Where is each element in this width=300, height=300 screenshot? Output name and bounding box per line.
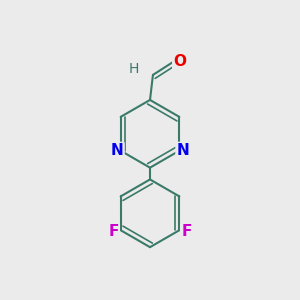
Text: N: N (110, 143, 123, 158)
Text: F: F (182, 224, 192, 238)
Text: H: H (129, 62, 139, 76)
Text: N: N (177, 143, 190, 158)
Text: F: F (108, 224, 119, 238)
Text: O: O (173, 54, 187, 69)
